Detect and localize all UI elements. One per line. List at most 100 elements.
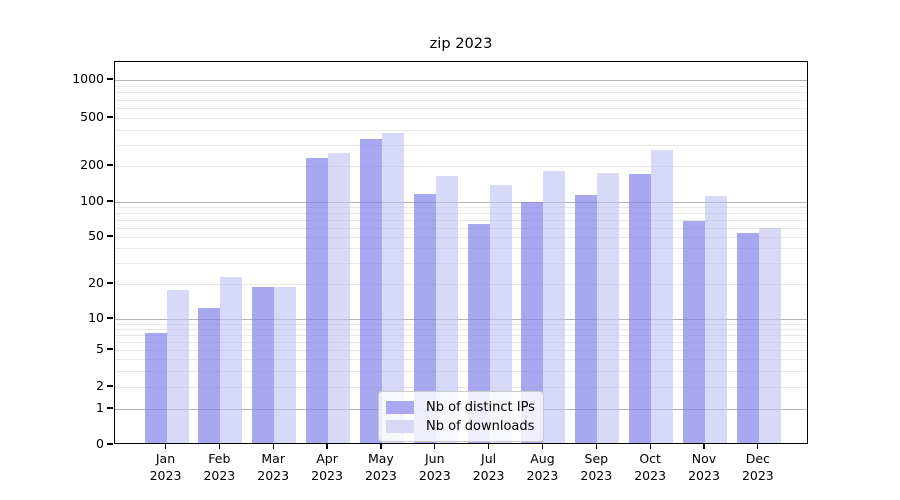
x-tick-year: 2023 [580,467,613,483]
gridline-minor-700 [115,99,807,101]
gridline-minor-500 [115,118,807,119]
legend-item-downloads: Nb of downloads [386,417,535,435]
gridline-minor-30 [115,263,807,265]
x-tick-label-jun: Jun 2023 [403,451,467,484]
gridline-minor-2 [115,387,807,388]
gridline-minor-90 [115,207,807,209]
bar-downloads-oct [651,150,674,443]
gridline-minor-3 [115,370,807,372]
y-tick-mark-0 [107,443,113,445]
x-tick-label-jul: Jul 2023 [457,451,521,484]
x-tick-month: Jan [155,451,176,466]
x-tick-month: Jun [424,451,445,466]
x-tick-label-nov: Nov 2023 [672,451,736,484]
bar-downloads-may [381,133,404,443]
x-tick-mark-oct [649,444,651,449]
x-tick-year: 2023 [634,467,667,483]
legend-item-distinct-ips: Nb of distinct IPs [386,398,535,416]
x-tick-year: 2023 [418,467,451,483]
y-tick-mark-500 [107,116,113,118]
x-tick-mark-sep [595,444,597,449]
x-tick-year: 2023 [311,467,343,483]
gridline-minor-4 [115,359,807,360]
gridline-minor-6 [115,341,807,343]
y-tick-label-200: 200 [80,156,104,172]
x-tick-year: 2023 [149,467,182,483]
bar-distinct-ips-apr [306,157,329,443]
x-tick-year: 2023 [257,467,290,483]
bar-downloads-jan [166,290,189,443]
bar-downloads-jun [435,175,458,443]
legend-swatch-distinct-ips [386,400,414,414]
x-tick-mark-jun [434,444,436,449]
x-tick-month: May [367,451,394,466]
x-tick-label-dec: Dec 2023 [726,451,790,484]
x-tick-mark-apr [326,444,328,449]
y-tick-mark-10 [107,317,113,319]
gridline-minor-300 [115,144,807,146]
bar-distinct-ips-dec [736,233,759,443]
x-tick-label-jan: Jan 2023 [134,451,198,484]
y-tick-label-500: 500 [80,108,104,124]
bar-downloads-aug [543,170,566,443]
gridline-major-10 [115,319,807,320]
gridline-minor-60 [115,227,807,229]
y-tick-label-2: 2 [96,377,104,393]
bar-distinct-ips-jun [413,194,436,443]
legend: Nb of distinct IPs Nb of downloads [378,391,544,442]
bar-distinct-ips-feb [198,307,221,443]
y-tick-mark-5 [107,348,113,350]
gridline-minor-20 [115,284,807,285]
x-tick-mark-may [380,444,382,449]
x-tick-label-oct: Oct 2023 [618,451,682,484]
x-tick-mark-jul [487,444,490,449]
bar-downloads-mar [274,287,297,443]
x-tick-year: 2023 [203,467,236,483]
y-tick-label-1000: 1000 [72,70,104,86]
gridline-minor-50 [115,237,807,238]
bar-distinct-ips-aug [521,202,544,443]
x-tick-month: Feb [208,451,231,466]
x-tick-year: 2023 [364,467,397,483]
bar-downloads-sep [597,173,620,443]
x-tick-year: 2023 [688,467,720,483]
bar-distinct-ips-jan [144,332,167,443]
gridline-minor-900 [115,85,807,87]
x-tick-mark-feb [218,444,220,449]
x-tick-mark-nov [703,444,705,449]
x-tick-mark-jan [164,444,167,449]
gridline-minor-800 [115,92,807,94]
y-tick-mark-200 [107,164,113,166]
bar-distinct-ips-oct [629,174,652,443]
y-tick-mark-50 [107,235,113,237]
x-tick-year: 2023 [741,467,774,483]
x-tick-month: Jul [481,451,497,466]
y-tick-label-20: 20 [88,274,104,290]
bar-downloads-jul [489,185,512,443]
gridline-minor-200 [115,166,807,167]
gridline-minor-8 [115,328,807,330]
x-tick-month: Oct [639,451,661,466]
x-tick-label-aug: Aug 2023 [510,451,574,484]
x-tick-label-apr: Apr 2023 [295,451,359,484]
legend-swatch-downloads [386,419,414,433]
x-tick-year: 2023 [472,467,505,483]
y-tick-label-5: 5 [96,340,104,356]
gridline-minor-80 [115,213,807,215]
gridline-minor-40 [115,248,807,250]
y-tick-label-100: 100 [80,192,104,208]
bar-distinct-ips-sep [575,195,598,443]
x-tick-label-mar: Mar 2023 [241,451,305,484]
x-tick-label-sep: Sep 2023 [564,451,628,484]
x-tick-month: Sep [584,451,609,466]
y-tick-mark-20 [107,282,113,284]
y-tick-label-10: 10 [88,309,104,325]
y-tick-mark-2 [107,385,113,387]
y-tick-mark-100 [107,200,113,202]
gridline-minor-9 [115,323,807,325]
bar-distinct-ips-may [359,139,382,443]
x-tick-month: Nov [691,451,717,466]
x-tick-year: 2023 [526,467,559,483]
x-tick-month: Dec [745,451,770,466]
